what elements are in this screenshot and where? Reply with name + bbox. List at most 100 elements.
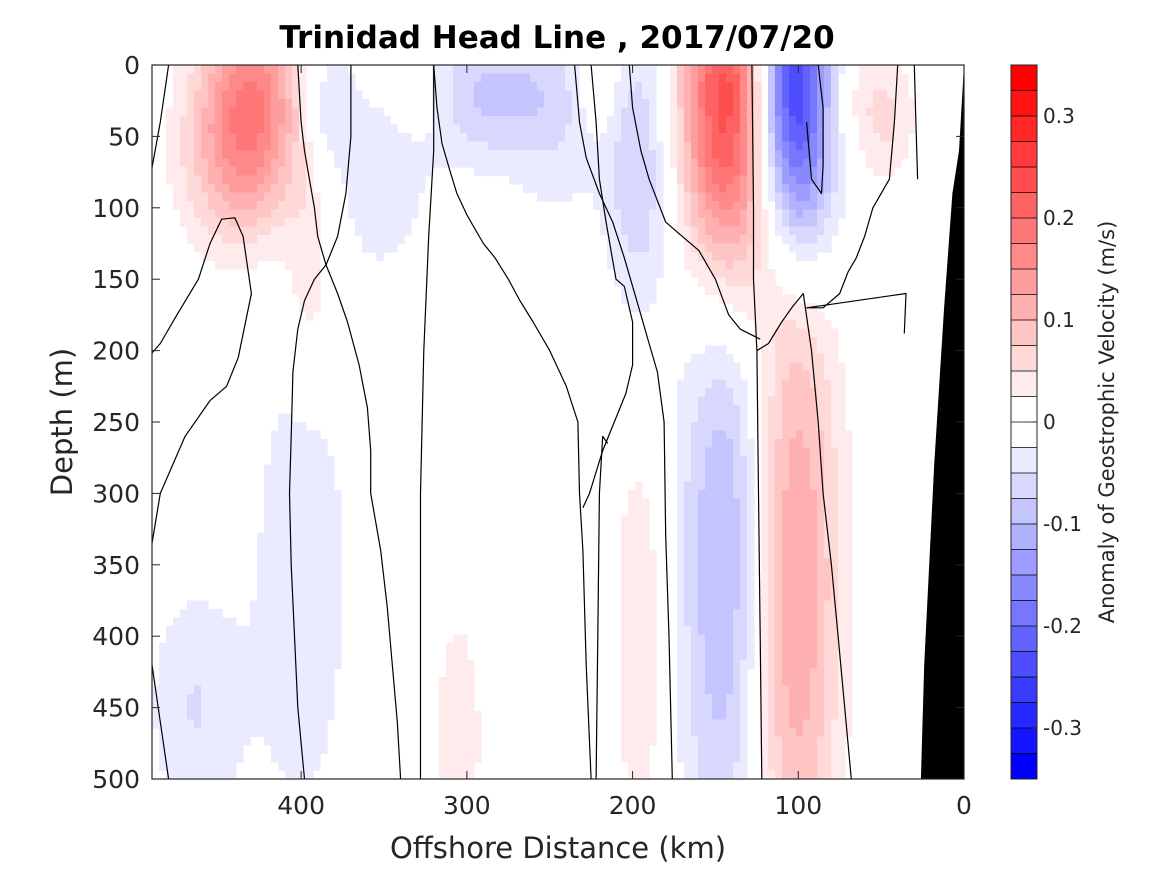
- heat-cell: [740, 575, 748, 585]
- heat-cell: [803, 388, 811, 398]
- heat-cell: [775, 65, 783, 75]
- heat-cell: [803, 345, 811, 355]
- heat-cell: [278, 107, 286, 117]
- heat-cell: [292, 617, 300, 627]
- heat-cell: [292, 481, 300, 491]
- heat-cell: [306, 617, 314, 627]
- heat-cell: [726, 405, 734, 415]
- heat-cell: [796, 626, 804, 636]
- heat-cell: [810, 201, 818, 211]
- heat-cell: [768, 90, 776, 100]
- heat-cell: [285, 201, 293, 211]
- heat-cell: [733, 753, 741, 763]
- heat-cell: [432, 107, 440, 117]
- heat-cell: [495, 150, 503, 160]
- heat-cell: [712, 447, 720, 457]
- heat-cell: [642, 65, 650, 75]
- heat-cell: [635, 286, 643, 296]
- heat-cell: [215, 158, 223, 168]
- heat-cell: [635, 184, 643, 194]
- heat-cell: [285, 226, 293, 236]
- heat-cell: [684, 694, 692, 704]
- heat-cell: [187, 201, 195, 211]
- heat-cell: [544, 184, 552, 194]
- heat-cell: [712, 73, 720, 83]
- heat-cell: [873, 150, 881, 160]
- heat-cell: [901, 116, 909, 126]
- heat-cell: [439, 124, 447, 134]
- heat-cell: [768, 167, 776, 177]
- heat-cell: [285, 184, 293, 194]
- heat-cell: [705, 82, 713, 92]
- heat-cell: [803, 770, 811, 779]
- heat-cell: [691, 745, 699, 755]
- heat-cell: [775, 515, 783, 525]
- heat-cell: [446, 694, 454, 704]
- colorbar-segment: [1011, 218, 1037, 244]
- heat-cell: [474, 73, 482, 83]
- heat-cell: [817, 473, 825, 483]
- heat-cell: [775, 345, 783, 355]
- heat-cell: [796, 677, 804, 687]
- heat-cell: [285, 660, 293, 670]
- heat-cell: [831, 643, 839, 653]
- heat-cell: [362, 99, 370, 109]
- heat-cell: [733, 762, 741, 772]
- heat-cell: [775, 600, 783, 610]
- heat-cell: [334, 90, 342, 100]
- heat-cell: [264, 124, 272, 134]
- colorbar-segment: [1011, 396, 1037, 423]
- heat-cell: [257, 243, 265, 253]
- heat-cell: [306, 685, 314, 695]
- heat-cell: [649, 107, 657, 117]
- heat-cell: [222, 107, 230, 117]
- heat-cell: [579, 107, 587, 117]
- heat-cell: [159, 762, 167, 772]
- heat-cell: [698, 626, 706, 636]
- heat-cell: [698, 260, 706, 270]
- heat-cell: [733, 694, 741, 704]
- heat-cell: [726, 90, 734, 100]
- heat-cell: [236, 745, 244, 755]
- heat-cell: [824, 116, 832, 126]
- heat-cell: [313, 592, 321, 602]
- heat-cell: [684, 473, 692, 483]
- heat-cell: [621, 167, 629, 177]
- heat-cell: [257, 65, 265, 75]
- heat-cell: [278, 566, 286, 576]
- heat-cell: [586, 184, 594, 194]
- heat-cell: [201, 617, 209, 627]
- heat-cell: [642, 728, 650, 738]
- heat-cell: [621, 116, 629, 126]
- heat-cell: [775, 685, 783, 695]
- heat-cell: [733, 422, 741, 432]
- heat-cell: [789, 107, 797, 117]
- heat-cell: [593, 150, 601, 160]
- heat-cell: [803, 490, 811, 500]
- heat-cell: [691, 175, 699, 185]
- heat-cell: [579, 167, 587, 177]
- heat-cell: [222, 73, 230, 83]
- heat-cell: [796, 541, 804, 551]
- heat-cell: [558, 90, 566, 100]
- heat-cell: [600, 209, 608, 219]
- heat-cell: [712, 158, 720, 168]
- heat-cell: [782, 541, 790, 551]
- heat-cell: [803, 626, 811, 636]
- heat-cell: [278, 634, 286, 644]
- heat-cell: [817, 668, 825, 678]
- heat-cell: [789, 626, 797, 636]
- heat-cell: [747, 558, 755, 568]
- heat-cell: [264, 719, 272, 729]
- heat-cell: [747, 82, 755, 92]
- heat-cell: [201, 116, 209, 126]
- heat-cell: [761, 286, 769, 296]
- heat-cell: [306, 141, 314, 151]
- heat-cell: [306, 447, 314, 457]
- heat-cell: [467, 702, 475, 712]
- heat-cell: [838, 549, 846, 559]
- heat-cell: [558, 150, 566, 160]
- heat-cell: [180, 694, 188, 704]
- heat-cell: [250, 609, 258, 619]
- heat-cell: [306, 558, 314, 568]
